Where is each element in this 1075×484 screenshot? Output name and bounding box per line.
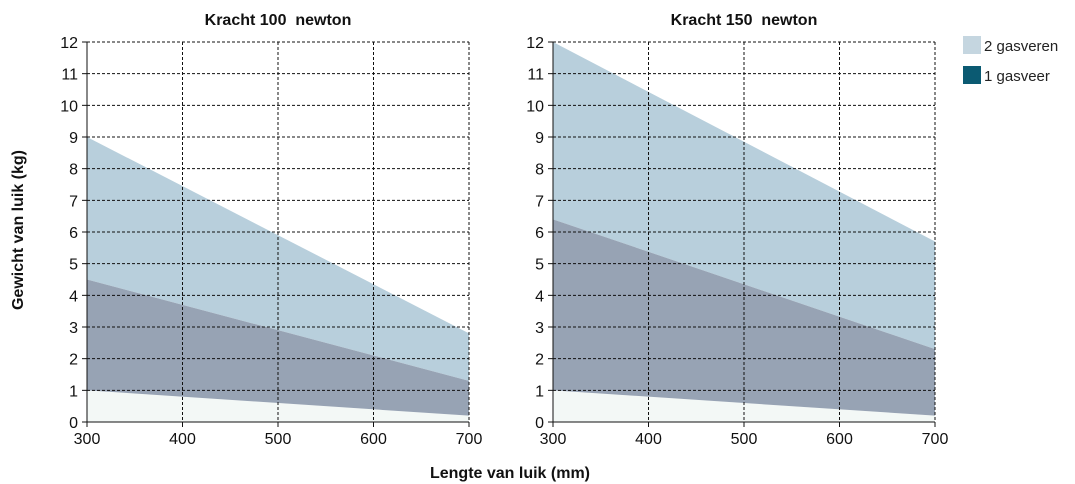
- legend-swatch-2-gasveren: [963, 36, 981, 54]
- legend-swatch-1-gasveer: [963, 66, 981, 84]
- chart-title: Kracht 150 newton: [671, 12, 818, 29]
- y-tick-label: 0: [535, 415, 544, 432]
- x-tick-label: 300: [540, 431, 567, 448]
- y-tick-label: 2: [69, 352, 78, 369]
- y-tick-label: 1: [535, 383, 544, 400]
- y-tick-label: 2: [535, 352, 544, 369]
- y-tick-label: 11: [61, 67, 78, 84]
- legend-label-1-gasveer: 1 gasveer: [984, 68, 1050, 85]
- y-tick-label: 9: [535, 130, 544, 147]
- y-tick-label: 8: [535, 162, 544, 179]
- y-tick-label: 4: [69, 288, 78, 305]
- x-tick-label: 400: [169, 431, 196, 448]
- x-tick-label: 600: [360, 431, 387, 448]
- y-tick-label: 7: [535, 193, 544, 210]
- y-tick-label: 9: [69, 130, 78, 147]
- y-axis-label: Gewicht van luik (kg): [10, 150, 27, 310]
- y-tick-label: 12: [60, 35, 78, 52]
- y-tick-label: 11: [527, 67, 544, 84]
- y-tick-label: 12: [526, 35, 544, 52]
- y-tick-label: 0: [69, 415, 78, 432]
- chart-title: Kracht 100 newton: [205, 12, 352, 29]
- y-tick-label: 3: [535, 320, 544, 337]
- y-tick-label: 8: [69, 162, 78, 179]
- legend: 2 gasveren 1 gasveer: [963, 36, 1058, 85]
- y-tick-label: 1: [69, 383, 78, 400]
- y-tick-label: 6: [535, 225, 544, 242]
- x-tick-label: 500: [731, 431, 758, 448]
- x-tick-label: 300: [74, 431, 101, 448]
- x-tick-label: 700: [922, 431, 949, 448]
- y-tick-label: 10: [526, 98, 544, 115]
- y-tick-label: 5: [69, 257, 78, 274]
- y-tick-label: 7: [69, 193, 78, 210]
- y-tick-label: 6: [69, 225, 78, 242]
- y-tick-label: 4: [535, 288, 544, 305]
- x-tick-label: 600: [826, 431, 853, 448]
- y-tick-label: 3: [69, 320, 78, 337]
- y-tick-label: 10: [60, 98, 78, 115]
- y-tick-label: 5: [535, 257, 544, 274]
- x-tick-label: 700: [456, 431, 483, 448]
- x-axis-label: Lengte van luik (mm): [430, 465, 590, 482]
- x-tick-label: 400: [635, 431, 662, 448]
- legend-label-2-gasveren: 2 gasveren: [984, 38, 1058, 55]
- x-tick-label: 500: [265, 431, 292, 448]
